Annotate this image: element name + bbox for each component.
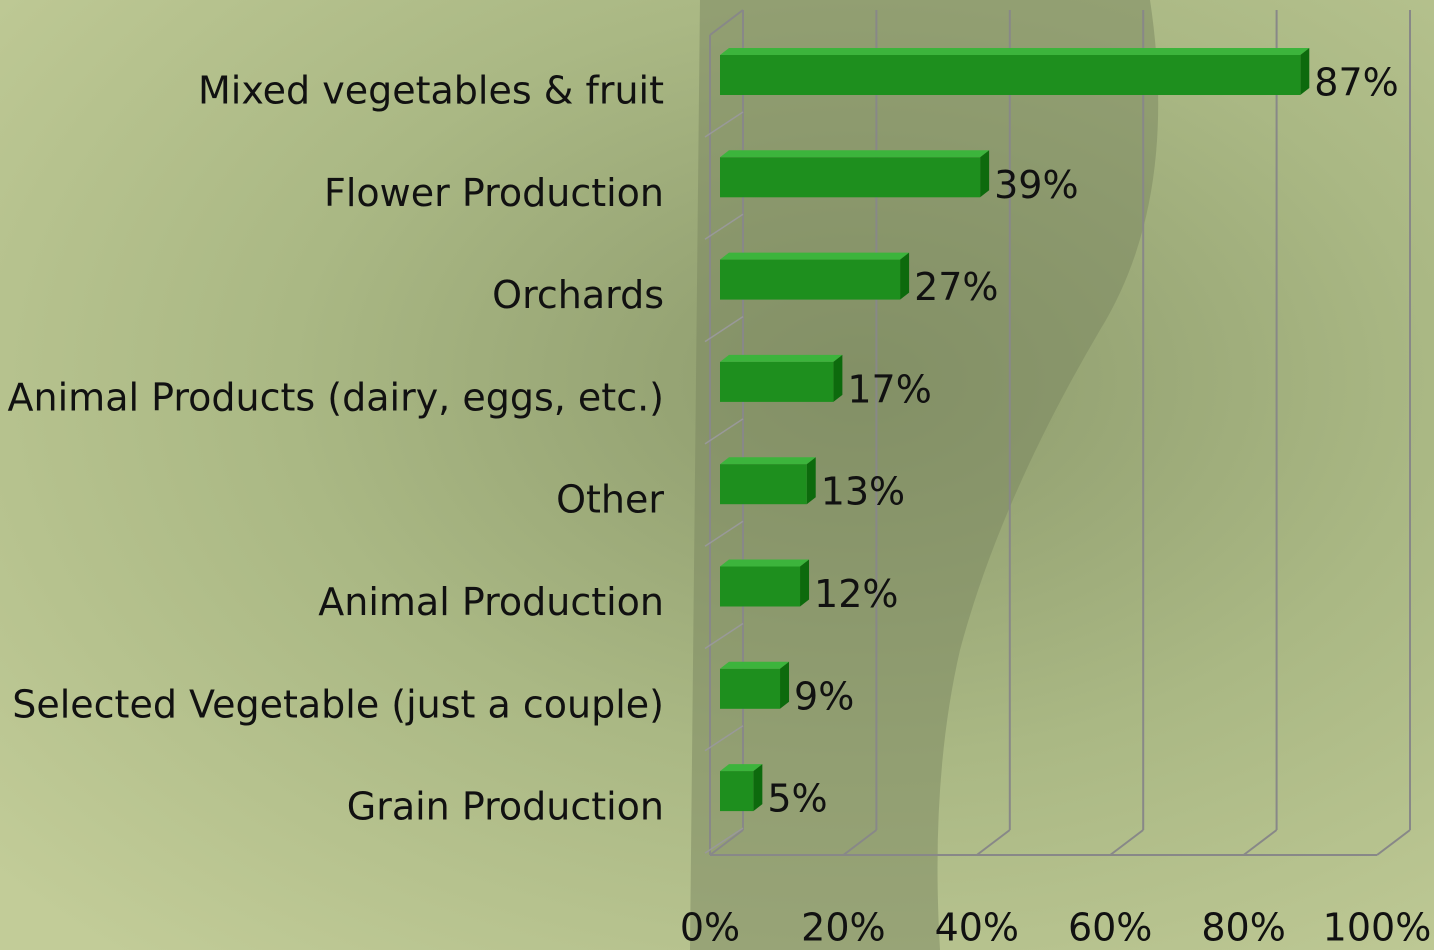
value-label: 5%: [767, 777, 827, 821]
bar-face: [1300, 48, 1309, 95]
y-tick-label: Orchards: [492, 273, 664, 317]
bar-face: [720, 157, 980, 197]
bar-face: [720, 464, 807, 504]
bar-face: [720, 260, 900, 300]
y-tick-label: Selected Vegetable (just a couple): [12, 682, 664, 726]
bar: [720, 253, 909, 300]
bar: [720, 560, 809, 607]
bar-face: [800, 560, 809, 607]
bar: [720, 764, 762, 811]
bar-face: [833, 355, 842, 402]
bar-face: [980, 150, 989, 197]
bar-face: [780, 662, 789, 709]
x-tick-label: 0%: [680, 906, 740, 950]
bar-face: [720, 48, 1309, 55]
value-label: 27%: [914, 265, 998, 309]
x-tick-label: 80%: [1201, 906, 1285, 950]
value-label: 13%: [821, 470, 905, 514]
chart: 0% 20% 40% 60% 80% 100% Mixed vegetables & fru…: [0, 0, 1434, 950]
y-tick-label: Animal Products (dairy, eggs, etc.): [8, 375, 664, 419]
value-label: 87%: [1314, 61, 1398, 105]
bar: [720, 48, 1309, 95]
bar-face: [807, 457, 816, 504]
value-label: 17%: [847, 367, 931, 411]
y-tick-label: Mixed vegetables & fruit: [198, 69, 664, 113]
x-tick-label: 20%: [801, 906, 885, 950]
bar: [720, 150, 989, 197]
y-tick-label: Animal Production: [318, 580, 664, 624]
bar-face: [720, 771, 753, 811]
bar-face: [753, 764, 762, 811]
bar-face: [720, 457, 816, 464]
bar-face: [720, 560, 809, 567]
bar-face: [900, 253, 909, 300]
y-tick-label: Flower Production: [324, 171, 664, 215]
x-tick-label: 100%: [1323, 906, 1432, 950]
value-label: 12%: [814, 572, 898, 616]
value-label: 39%: [994, 163, 1078, 207]
y-tick-label: Other: [556, 478, 664, 522]
bar-face: [720, 55, 1300, 95]
bar-face: [720, 567, 800, 607]
x-tick-label: 60%: [1068, 906, 1152, 950]
value-label: 9%: [794, 674, 854, 718]
x-tick-label: 40%: [935, 906, 1019, 950]
bar-face: [720, 150, 989, 157]
y-tick-label: Grain Production: [347, 785, 664, 829]
bar-face: [720, 355, 842, 362]
bar: [720, 457, 816, 504]
bar-face: [720, 662, 789, 669]
bar: [720, 662, 789, 709]
bar-face: [720, 253, 909, 260]
bar: [720, 355, 842, 402]
bar-face: [720, 669, 780, 709]
bar-face: [720, 362, 833, 402]
